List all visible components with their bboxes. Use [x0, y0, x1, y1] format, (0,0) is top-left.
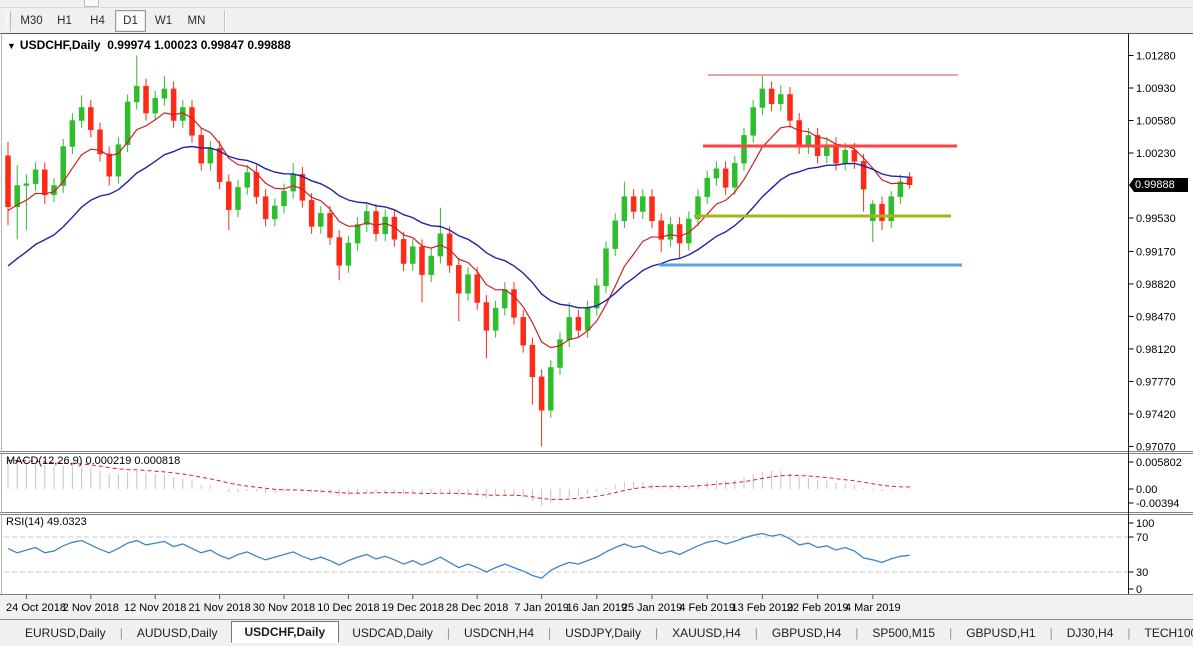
tab-eurusd-daily[interactable]: EURUSD,Daily [25, 626, 106, 640]
rsi-label: RSI(14) 49.0323 [6, 516, 87, 528]
tab-sp500-m15[interactable]: SP500,M15 [872, 626, 936, 640]
rsi-panel: 100 70 30 0 [4, 518, 1154, 596]
svg-text:0.99530: 0.99530 [1136, 213, 1176, 225]
tab-usdjpy-daily[interactable]: USDJPY,Daily [565, 626, 641, 640]
chart-title: ▼ USDCHF,Daily 0.99974 1.00023 0.99847 0.… [7, 38, 291, 52]
svg-text:19 Dec 2018: 19 Dec 2018 [382, 602, 444, 614]
svg-text:0.98470: 0.98470 [1136, 311, 1176, 323]
svg-text:0.005802: 0.005802 [1136, 457, 1182, 469]
svg-text:10 Dec 2018: 10 Dec 2018 [317, 602, 379, 614]
timeframe-button-h1[interactable]: H1 [57, 14, 72, 27]
svg-text:0.00: 0.00 [1136, 484, 1157, 496]
svg-text:25 Jan 2019: 25 Jan 2019 [622, 602, 683, 614]
svg-text:0.98820: 0.98820 [1136, 279, 1176, 291]
svg-text:0.97070: 0.97070 [1136, 441, 1176, 453]
tab-separator: | [446, 626, 450, 640]
tab-separator: | [548, 626, 552, 640]
svg-text:70: 70 [1136, 532, 1148, 544]
tab-xauusd-h4[interactable]: XAUUSD,H4 [672, 626, 741, 640]
svg-text:100: 100 [1136, 518, 1154, 530]
svg-text:13 Feb 2019: 13 Feb 2019 [732, 602, 794, 614]
current-price-tag: 0.99888 [1129, 178, 1188, 192]
tab-usdcnh-h4[interactable]: USDCNH,H4 [464, 626, 535, 640]
window-top-strip [0, 0, 1193, 8]
svg-text:1.00930: 1.00930 [1136, 83, 1176, 95]
svg-text:28 Dec 2018: 28 Dec 2018 [446, 602, 508, 614]
svg-text:22 Feb 2019: 22 Feb 2019 [787, 602, 849, 614]
toolbar-grip[interactable] [84, 0, 99, 7]
tab-usdchf-daily[interactable]: USDCHF,Daily [230, 621, 340, 643]
timeframe-button-d1[interactable]: D1 [115, 9, 146, 32]
svg-text:4 Mar 2019: 4 Mar 2019 [845, 602, 901, 614]
svg-text:1.00230: 1.00230 [1136, 148, 1176, 160]
chart-ohlc-values: 0.99974 1.00023 0.99847 0.99888 [107, 38, 291, 52]
svg-text:1.01280: 1.01280 [1136, 51, 1176, 63]
rsi-line [7, 532, 910, 579]
svg-text:30 Nov 2018: 30 Nov 2018 [253, 602, 315, 614]
tab-separator: | [949, 626, 953, 640]
toolbar-separator [224, 9, 225, 32]
tab-dj30-h4[interactable]: DJ30,H4 [1066, 626, 1114, 640]
svg-text:0.98120: 0.98120 [1136, 344, 1176, 356]
svg-text:21 Nov 2018: 21 Nov 2018 [188, 602, 250, 614]
macd-signal-line [7, 460, 910, 501]
svg-text:-0.00394: -0.00394 [1136, 498, 1179, 510]
svg-text:0.97420: 0.97420 [1136, 409, 1176, 421]
price-axis[interactable]: 1.01280 1.00930 1.00580 1.00230 0.99530 0.991… [1128, 51, 1176, 454]
svg-text:0: 0 [1136, 584, 1142, 596]
svg-text:0.99170: 0.99170 [1136, 246, 1176, 258]
chart-tabs-bar: EURUSD,Daily | AUDUSD,Daily USDCHF,Daily USD… [0, 619, 1193, 646]
tab-separator: | [1127, 626, 1131, 640]
svg-text:0.97770: 0.97770 [1136, 376, 1176, 388]
tab-usdcad-daily[interactable]: USDCAD,Daily [352, 626, 433, 640]
svg-text:4 Feb 2019: 4 Feb 2019 [679, 602, 735, 614]
svg-text:16 Jan 2019: 16 Jan 2019 [567, 602, 628, 614]
tab-separator: | [119, 626, 123, 640]
tab-separator: | [855, 626, 859, 640]
timeframe-button-h4[interactable]: H4 [90, 14, 105, 27]
tab-audusd-daily[interactable]: AUDUSD,Daily [136, 626, 218, 640]
timeframe-toolbar: M30 H1 H4 D1 W1 MN [0, 8, 1193, 33]
symbol-dropdown-icon[interactable]: ▼ [7, 41, 16, 51]
tab-gbpusd-h1[interactable]: GBPUSD,H1 [966, 626, 1036, 640]
macd-label: MACD(12,26,9) 0.000219 0.000818 [6, 455, 181, 467]
svg-text:1.00580: 1.00580 [1136, 116, 1176, 128]
tab-tech100-h1[interactable]: TECH100,H1 [1144, 626, 1193, 640]
tab-separator: | [1049, 626, 1053, 640]
chart-symbol-label: USDCHF,Daily [19, 38, 101, 52]
tab-gbpusd-h4[interactable]: GBPUSD,H4 [771, 626, 842, 640]
svg-text:30: 30 [1136, 567, 1148, 579]
macd-panel: 0.005802 0.00 -0.00394 [7, 457, 1182, 510]
svg-text:12 Nov 2018: 12 Nov 2018 [124, 602, 186, 614]
svg-text:2 Nov 2018: 2 Nov 2018 [63, 602, 119, 614]
timeframe-button-m30[interactable]: M30 [20, 14, 43, 27]
svg-text:7 Jan 2019: 7 Jan 2019 [514, 602, 568, 614]
ma-slow-line[interactable] [7, 145, 910, 309]
svg-text:24 Oct 2018: 24 Oct 2018 [6, 602, 66, 614]
toolbar-handle[interactable] [6, 10, 11, 31]
ma-fast-line[interactable] [7, 112, 910, 349]
tab-separator: | [654, 626, 659, 640]
timeframe-button-mn[interactable]: MN [187, 14, 206, 27]
timeframe-button-w1[interactable]: W1 [154, 14, 173, 27]
tab-separator: | [754, 626, 758, 640]
